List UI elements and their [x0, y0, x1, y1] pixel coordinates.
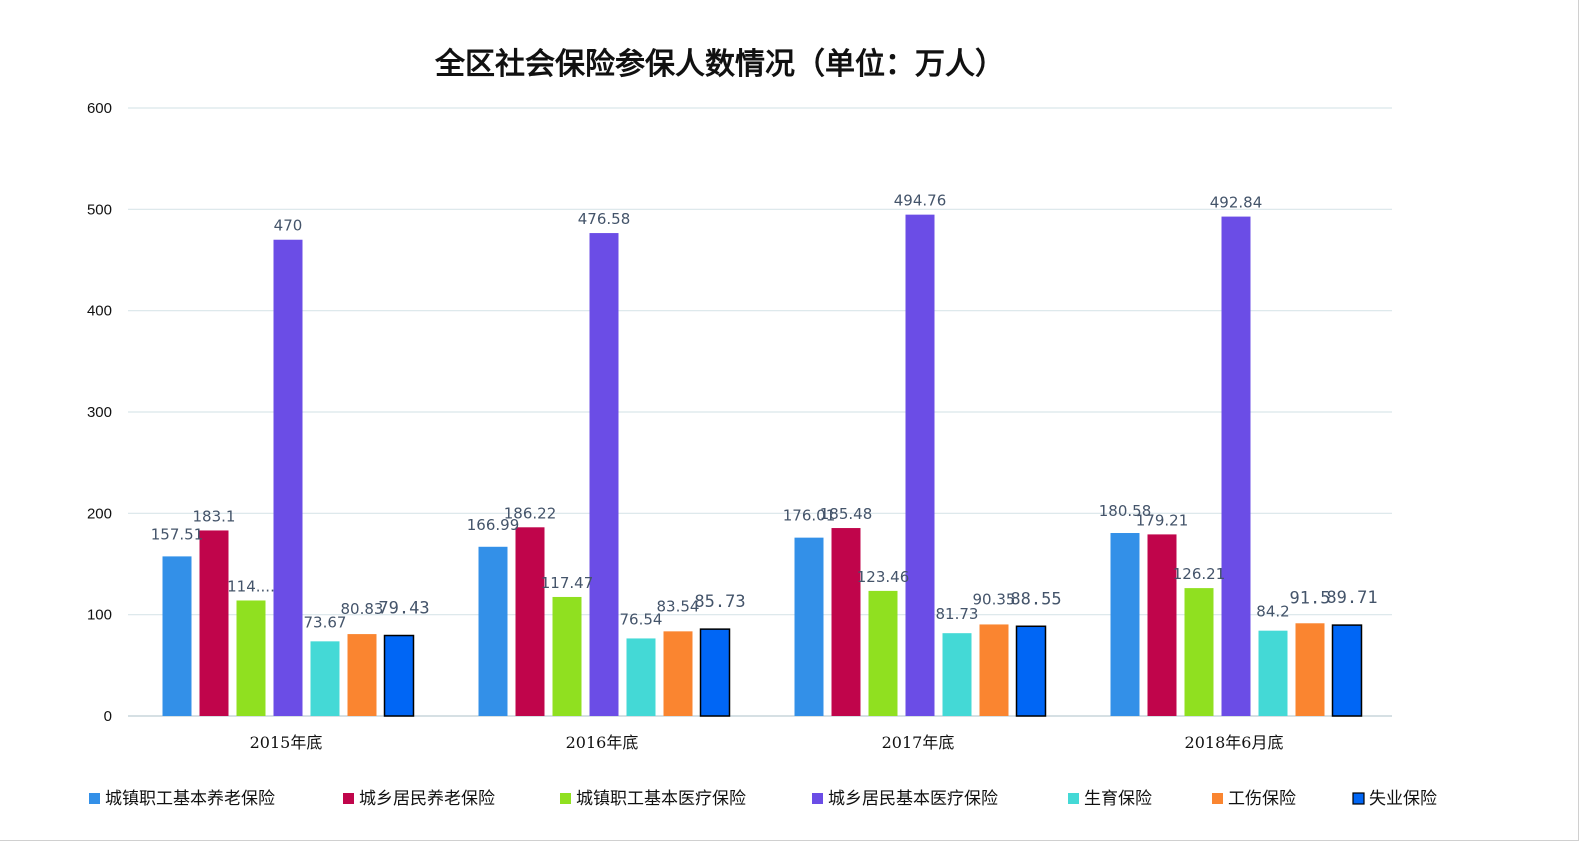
y-tick-label: 500 [87, 201, 112, 218]
data-label: 179.21 [1136, 511, 1189, 529]
bar [347, 634, 377, 716]
bar [1331, 624, 1363, 717]
legend-item: 城镇职工基本医疗保险 [560, 789, 746, 809]
y-tick-label: 0 [104, 708, 112, 725]
legend-swatch [89, 793, 100, 804]
x-axis-ticks: 2015年底 2016年底 2017年底 2018年6月底 [250, 733, 1284, 752]
data-label: 157.51 [151, 525, 204, 543]
bar [515, 527, 545, 716]
legend-item: 城乡居民养老保险 [343, 789, 495, 809]
chart-title: 全区社会保险参保人数情况（单位：万人） [434, 47, 1005, 82]
bar [626, 638, 656, 716]
bar [383, 634, 415, 717]
legend-label: 城镇职工基本养老保险 [105, 789, 275, 809]
bar [310, 641, 340, 716]
x-tick-label: 2015年底 [250, 733, 323, 752]
data-label: 492.84 [1210, 194, 1263, 212]
bar [589, 233, 619, 716]
legend-item: 工伤保险 [1212, 789, 1296, 809]
data-label: 76.54 [620, 610, 663, 628]
bar [1147, 534, 1177, 716]
legend-label: 城乡居民养老保险 [359, 789, 495, 809]
y-axis-ticks: 0 100 200 300 400 500 600 [87, 100, 112, 725]
data-label: 166.99 [467, 516, 520, 534]
legend-label: 生育保险 [1084, 789, 1152, 809]
bar [1221, 216, 1251, 716]
legend-swatch [812, 793, 823, 804]
bar [942, 633, 972, 716]
data-label: 126.21 [1173, 565, 1226, 583]
y-tick-label: 100 [87, 607, 112, 624]
bar [199, 530, 229, 716]
y-tick-label: 200 [87, 505, 112, 522]
data-label: 91.5 [1290, 588, 1331, 608]
data-label: 470 [274, 217, 303, 235]
legend-swatch [343, 793, 354, 804]
data-label: 123.46 [857, 568, 910, 586]
bar [1110, 533, 1140, 716]
data-label: 80.83 [341, 600, 384, 618]
bar [699, 628, 731, 717]
data-label: 186.22 [504, 504, 557, 522]
legend-swatch [1352, 792, 1365, 805]
bar [868, 590, 898, 716]
legend-item: 失业保险 [1352, 789, 1437, 809]
bar [1295, 623, 1325, 716]
data-label: 81.73 [936, 605, 979, 623]
data-label: 117.47 [541, 574, 594, 592]
data-label: 494.76 [894, 192, 947, 210]
legend-item: 城镇职工基本养老保险 [89, 789, 275, 809]
legend-label: 失业保险 [1369, 789, 1437, 809]
bar [663, 631, 693, 716]
legend-item: 城乡居民基本医疗保险 [812, 789, 998, 809]
bar [1015, 625, 1047, 717]
bar [1184, 588, 1214, 716]
y-tick-label: 300 [87, 404, 112, 421]
legend-label: 工伤保险 [1228, 789, 1296, 809]
legend-swatch [1212, 793, 1223, 804]
bar [1258, 630, 1288, 716]
legend-swatch [560, 793, 571, 804]
data-label: 185.48 [820, 505, 873, 523]
data-label: 180.58 [1099, 502, 1152, 520]
bar [831, 528, 861, 716]
x-tick-label: 2018年6月底 [1185, 733, 1284, 752]
bar [273, 239, 303, 716]
bar [905, 214, 935, 717]
legend-label: 城镇职工基本医疗保险 [576, 789, 746, 809]
x-tick-label: 2016年底 [566, 733, 639, 752]
data-label: 85.73 [694, 592, 745, 612]
data-label: 88.55 [1010, 589, 1061, 609]
x-tick-label: 2017年底 [882, 733, 955, 752]
bar [794, 537, 824, 716]
data-label: 83.54 [657, 597, 700, 615]
bar [478, 546, 508, 716]
bars [162, 214, 1363, 717]
data-label: 84.2 [1256, 603, 1289, 621]
bar [552, 596, 582, 716]
legend-item: 生育保险 [1068, 789, 1152, 809]
legend-label: 城乡居民基本医疗保险 [828, 789, 998, 809]
data-label: 73.67 [304, 613, 347, 631]
y-tick-label: 600 [87, 100, 112, 117]
data-label: 176.01 [783, 507, 836, 525]
legend-swatch [1068, 793, 1079, 804]
bar [236, 600, 266, 716]
bar [162, 556, 192, 716]
data-label: 89.71 [1326, 588, 1377, 608]
data-label: 79.43 [378, 599, 429, 619]
data-label: 183.1 [193, 507, 236, 525]
data-label: 114.... [227, 577, 275, 595]
data-label: 90.35 [973, 590, 1016, 608]
bar [979, 624, 1009, 716]
legend: 城镇职工基本养老保险 城乡居民养老保险 城镇职工基本医疗保险 城乡居民基本医疗保险 生育… [89, 789, 1437, 809]
data-label: 476.58 [578, 210, 631, 228]
y-tick-label: 400 [87, 303, 112, 320]
